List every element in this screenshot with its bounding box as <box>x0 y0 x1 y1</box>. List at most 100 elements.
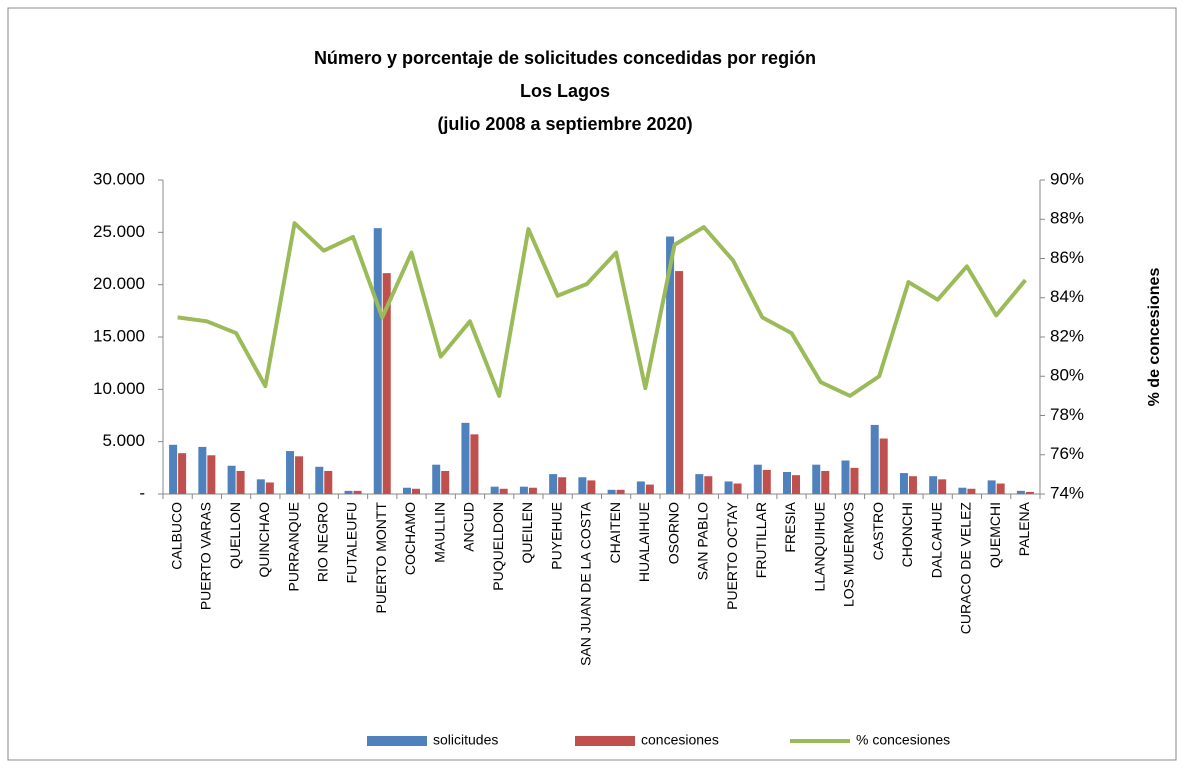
bar <box>470 434 479 494</box>
bar <box>528 487 537 494</box>
y2-axis-label: % de concesiones <box>1146 268 1163 407</box>
bar <box>938 479 947 494</box>
bar <box>256 479 265 494</box>
y2-tick-label: 74% <box>1050 483 1084 502</box>
bar <box>490 486 499 494</box>
x-tick-label: CURACO DE VELEZ <box>958 502 974 635</box>
x-tick-label: PUYEHUE <box>548 502 564 570</box>
y-tick-label: 20.000 <box>93 274 145 293</box>
y2-tick-label: 78% <box>1050 405 1084 424</box>
x-tick-label: QUELLON <box>227 502 243 569</box>
x-tick-label: PUERTO OCTAY <box>724 501 740 610</box>
bar <box>733 483 742 494</box>
bar <box>265 482 274 494</box>
bar <box>441 470 450 494</box>
x-tick-label: CASTRO <box>870 502 886 560</box>
x-tick-label: FRESIA <box>782 501 798 552</box>
y2-tick-label: 86% <box>1050 248 1084 267</box>
bar <box>929 476 938 494</box>
legend-label: % concesiones <box>856 732 950 748</box>
x-tick-label: QUEILEN <box>519 502 535 563</box>
legend-swatch <box>575 736 635 746</box>
x-tick-label: PUERTO MONTT <box>373 502 389 614</box>
bar <box>607 489 616 494</box>
bar <box>295 456 304 494</box>
x-tick-label: RIO NEGRO <box>314 502 330 582</box>
bar <box>724 481 733 494</box>
y2-tick-label: 84% <box>1050 287 1084 306</box>
y-tick-label: 10.000 <box>93 379 145 398</box>
bar <box>178 453 187 494</box>
bar <box>695 474 704 494</box>
y-tick-label: 5.000 <box>102 431 145 450</box>
x-tick-label: CALBUCO <box>168 502 184 570</box>
bar <box>1016 490 1025 494</box>
bar <box>207 455 216 494</box>
bar <box>841 460 850 494</box>
y-tick-label: 15.000 <box>93 326 145 345</box>
legend-label: concesiones <box>641 732 719 748</box>
bar <box>645 484 654 494</box>
bar <box>812 464 821 494</box>
chart-title: Número y porcentaje de solicitudes conce… <box>314 48 816 68</box>
bar <box>996 483 1005 494</box>
bar <box>344 490 353 494</box>
bar <box>958 487 967 494</box>
x-tick-label: PUERTO VARAS <box>198 502 214 610</box>
bar <box>198 446 207 494</box>
legend-swatch <box>367 736 427 746</box>
y2-tick-label: 90% <box>1050 169 1084 188</box>
y-tick-label: 25.000 <box>93 222 145 241</box>
x-tick-label: CHONCHI <box>899 502 915 567</box>
y-tick-label: - <box>139 483 145 502</box>
x-tick-label: MAULLIN <box>431 502 447 563</box>
bar <box>558 477 567 494</box>
x-tick-label: SAN PABLO <box>695 502 711 580</box>
bar <box>353 490 362 494</box>
bar <box>382 273 391 494</box>
y2-tick-label: 80% <box>1050 366 1084 385</box>
bar <box>616 489 625 494</box>
bar <box>704 476 713 494</box>
x-tick-label: PALENA <box>1016 501 1032 556</box>
bar <box>227 465 236 494</box>
bar <box>987 480 996 494</box>
chart-frame <box>7 7 1177 761</box>
bar <box>315 466 324 494</box>
x-tick-label: DALCAHUE <box>928 502 944 578</box>
bar <box>908 476 917 494</box>
x-tick-label: HUALAIHUE <box>636 502 652 582</box>
x-tick-label: ANCUD <box>461 502 477 552</box>
y2-tick-label: 88% <box>1050 209 1084 228</box>
bar <box>967 488 976 494</box>
bar <box>850 467 859 494</box>
chart-title: Los Lagos <box>520 81 610 101</box>
bar <box>1025 491 1034 494</box>
y2-tick-label: 82% <box>1050 326 1084 345</box>
bar <box>675 271 684 494</box>
x-tick-label: OSORNO <box>665 502 681 564</box>
bar <box>792 475 801 494</box>
bar <box>236 470 245 494</box>
x-tick-label: LOS MUERMOS <box>841 502 857 607</box>
bar <box>587 480 596 494</box>
bar <box>519 486 528 494</box>
bar <box>666 236 675 494</box>
x-tick-label: QUEMCHI <box>987 502 1003 568</box>
x-tick-label: CHAITEN <box>607 502 623 563</box>
bar <box>636 481 645 494</box>
bar <box>373 228 382 494</box>
x-tick-label: PURRANQUE <box>285 502 301 591</box>
bar <box>499 488 508 494</box>
bar <box>324 470 333 494</box>
x-tick-label: QUINCHAO <box>256 502 272 578</box>
bar <box>870 424 879 494</box>
y-tick-label: 30.000 <box>93 169 145 188</box>
chart-title: (julio 2008 a septiembre 2020) <box>437 114 692 134</box>
legend-label: solicitudes <box>433 732 498 748</box>
bar <box>402 487 411 494</box>
bar <box>762 469 771 494</box>
bar <box>753 464 762 494</box>
